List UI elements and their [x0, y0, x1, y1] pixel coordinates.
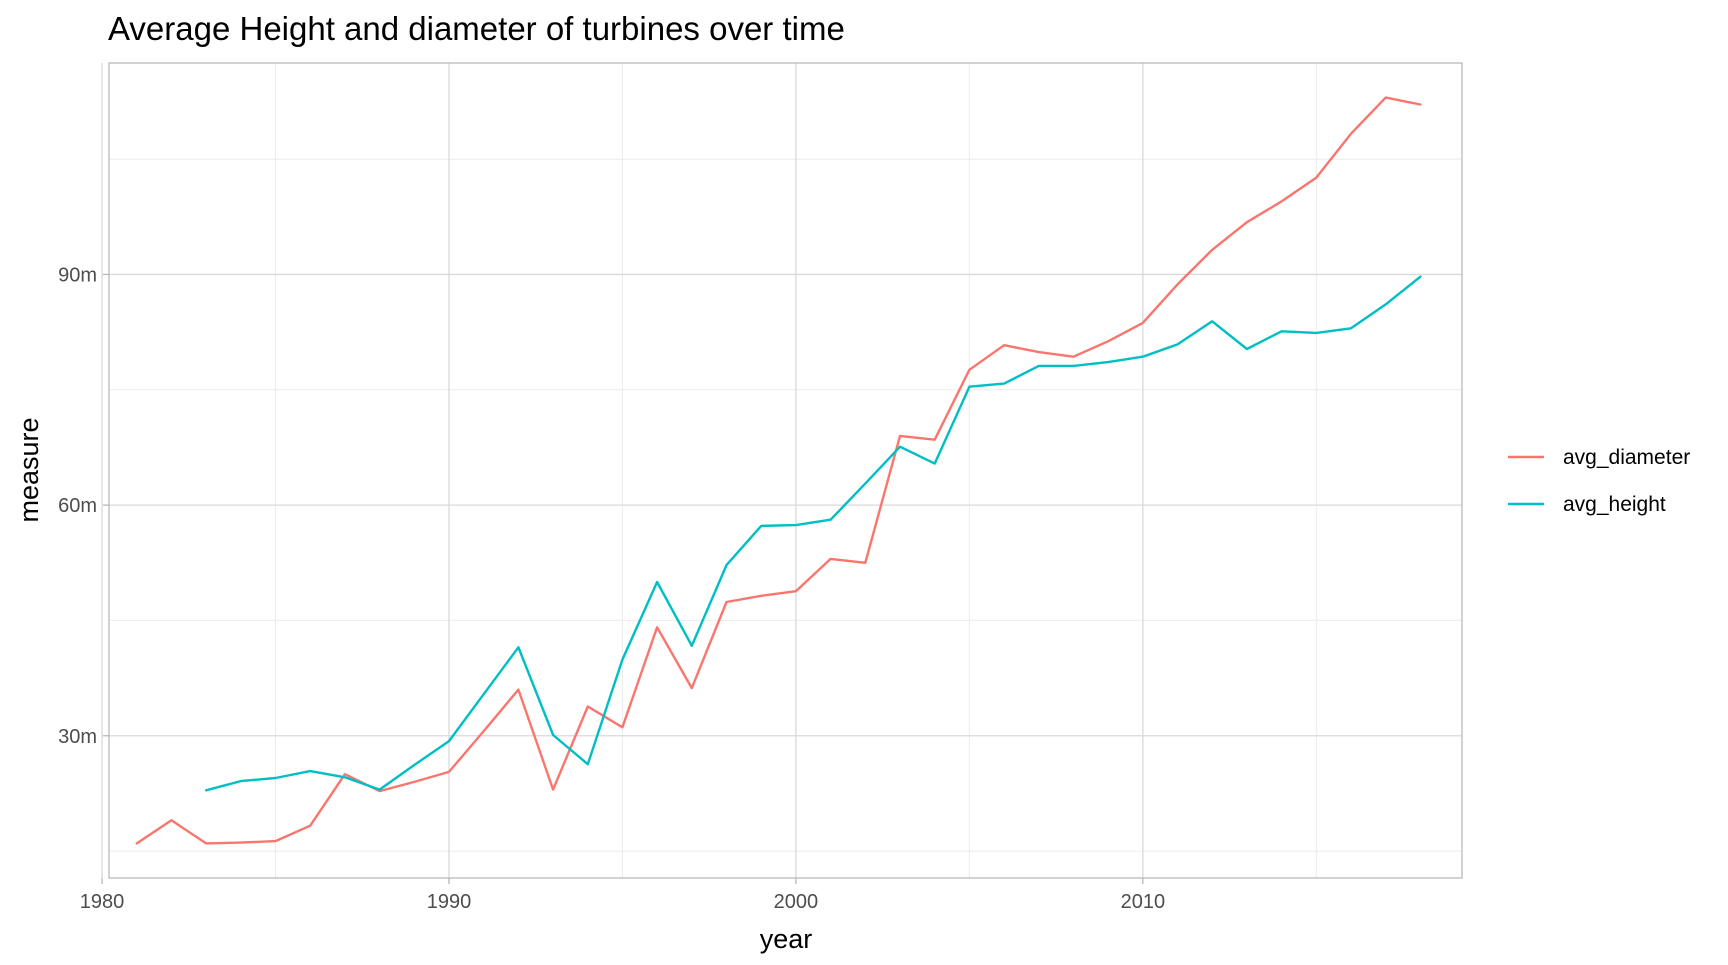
chart-title: Average Height and diameter of turbines …: [108, 10, 845, 47]
x-tick-label: 1980: [80, 891, 125, 913]
y-tick-label: 60m: [58, 495, 97, 517]
y-axis-ticks: 30m 60m 90m: [58, 264, 109, 748]
series-line-avg-diameter: [135, 96, 1422, 845]
x-axis-label: year: [760, 924, 813, 954]
x-tick-label: 2000: [774, 891, 819, 913]
y-axis-label: measure: [14, 417, 44, 522]
minor-gridlines: [109, 63, 1462, 878]
x-axis-ticks: 1980 1990 2000 2010: [80, 878, 1165, 913]
legend-label-avg-height: avg_height: [1563, 493, 1666, 516]
legend: avg_diameter avg_height: [1508, 446, 1690, 516]
x-tick-label: 2010: [1121, 891, 1166, 913]
series-line-avg-height: [204, 275, 1422, 792]
major-gridlines: [101, 63, 1462, 878]
panel-border: [108, 62, 1463, 879]
y-tick-label: 90m: [58, 264, 97, 286]
x-tick-label: 1990: [427, 891, 472, 913]
legend-label-avg-diameter: avg_diameter: [1563, 446, 1690, 469]
y-tick-label: 30m: [58, 726, 97, 748]
series-lines: [135, 96, 1422, 845]
